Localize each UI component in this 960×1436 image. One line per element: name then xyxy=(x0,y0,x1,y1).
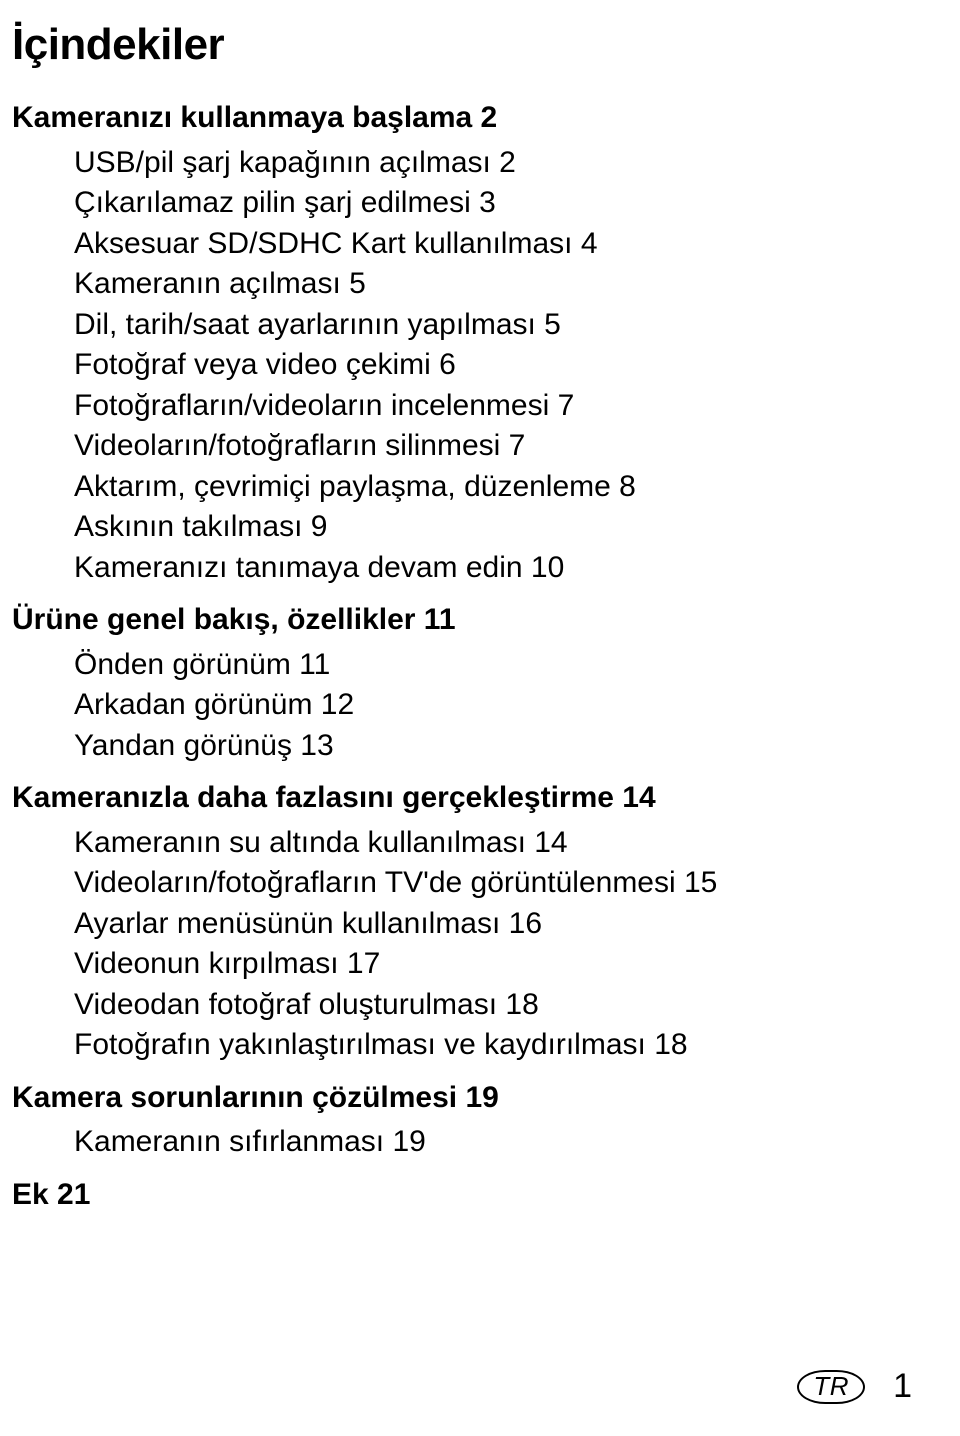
toc-item: Arkadan görünüm 12 xyxy=(74,685,920,726)
toc-section-head: Ek 21 xyxy=(12,1175,920,1216)
toc-section-head: Kameranızla daha fazlasını gerçekleştirm… xyxy=(12,778,920,819)
toc-item: Kameranın açılması 5 xyxy=(74,264,920,305)
toc-item: Fotoğraf veya video çekimi 6 xyxy=(74,345,920,386)
toc-item: Fotoğrafın yakınlaştırılması ve kaydırıl… xyxy=(74,1025,920,1066)
footer: TR 1 xyxy=(797,1367,912,1406)
toc-item: Kameranın sıfırlanması 19 xyxy=(74,1122,920,1163)
toc-item: Fotoğrafların/videoların incelenmesi 7 xyxy=(74,386,920,427)
toc-section-head: Kamera sorunlarının çözülmesi 19 xyxy=(12,1078,920,1119)
toc-item: USB/pil şarj kapağının açılması 2 xyxy=(74,143,920,184)
toc-item: Videodan fotoğraf oluşturulması 18 xyxy=(74,985,920,1026)
toc-item: Kameranın su altında kullanılması 14 xyxy=(74,823,920,864)
toc-item: Çıkarılamaz pilin şarj edilmesi 3 xyxy=(74,183,920,224)
page-title: İçindekiler xyxy=(12,20,920,70)
toc-section-head: Ürüne genel bakış, özellikler 11 xyxy=(12,600,920,641)
page-number: 1 xyxy=(893,1367,912,1406)
toc-item: Kameranızı tanımaya devam edin 10 xyxy=(74,548,920,589)
toc-item: Videoların/fotoğrafların TV'de görüntüle… xyxy=(74,863,920,904)
toc-item: Yandan görünüş 13 xyxy=(74,726,920,767)
toc-item: Dil, tarih/saat ayarlarının yapılması 5 xyxy=(74,305,920,346)
toc-section-head: Kameranızı kullanmaya başlama 2 xyxy=(12,98,920,139)
toc-item: Videoların/fotoğrafların silinmesi 7 xyxy=(74,426,920,467)
toc-container: Kameranızı kullanmaya başlama 2USB/pil ş… xyxy=(12,98,920,1215)
toc-item: Ayarlar menüsünün kullanılması 16 xyxy=(74,904,920,945)
toc-item: Önden görünüm 11 xyxy=(74,645,920,686)
toc-item: Askının takılması 9 xyxy=(74,507,920,548)
toc-item: Aktarım, çevrimiçi paylaşma, düzenleme 8 xyxy=(74,467,920,508)
toc-item: Videonun kırpılması 17 xyxy=(74,944,920,985)
language-badge: TR xyxy=(797,1370,865,1404)
toc-item: Aksesuar SD/SDHC Kart kullanılması 4 xyxy=(74,224,920,265)
